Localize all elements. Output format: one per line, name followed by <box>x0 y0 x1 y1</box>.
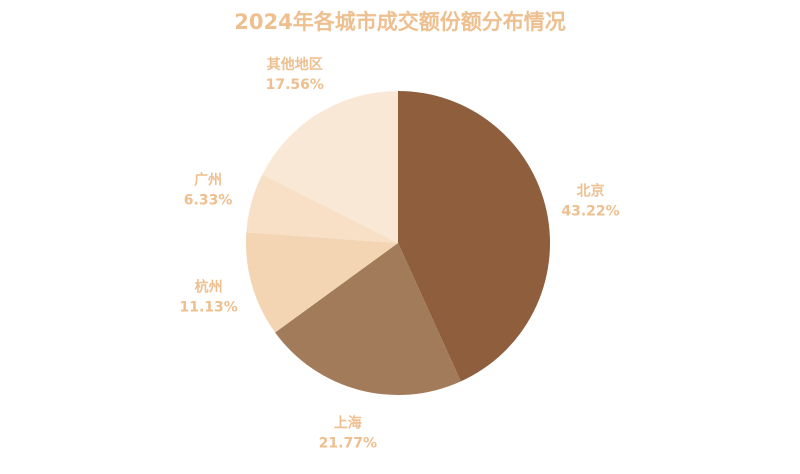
slice-label: 杭州 <box>195 278 223 295</box>
pie-slice <box>275 243 461 395</box>
slice-value-label: 21.77% <box>319 436 377 452</box>
slice-value-label: 43.22% <box>561 203 619 219</box>
slice-value-label: 17.56% <box>266 77 324 93</box>
pie-slice <box>262 91 398 243</box>
slice-label: 上海 <box>334 415 362 432</box>
slice-label: 北京 <box>577 182 605 199</box>
slice-label: 广州 <box>194 172 222 189</box>
chart-title: 2024年各城市成交额份额分布情况 <box>234 10 566 34</box>
slice-value-label: 11.13% <box>180 299 238 315</box>
pie-slice <box>246 232 398 333</box>
slice-value-label: 6.33% <box>184 193 233 209</box>
slice-label: 其他地区 <box>267 56 323 73</box>
pie-slice <box>398 91 550 382</box>
pie-slice <box>246 174 398 243</box>
